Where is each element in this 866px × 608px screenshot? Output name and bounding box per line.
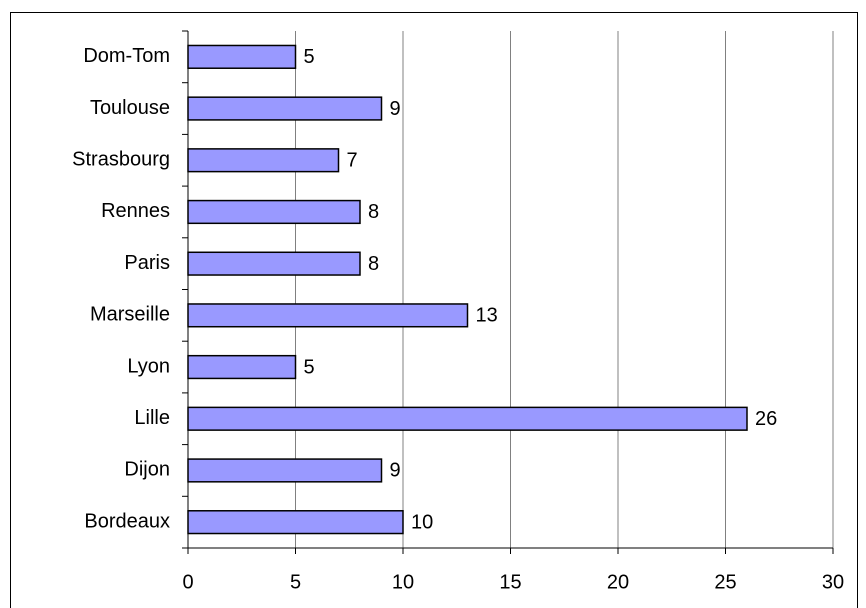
value-label: 8 — [368, 201, 379, 223]
y-tick-label: Toulouse — [90, 97, 170, 119]
bar — [187, 510, 404, 535]
x-tick-label: 30 — [822, 571, 844, 593]
y-tick-label: Lyon — [127, 355, 170, 377]
x-tick-label: 10 — [392, 571, 414, 593]
x-tick-label: 20 — [607, 571, 629, 593]
x-tick-label: 5 — [290, 571, 301, 593]
value-label: 13 — [476, 305, 498, 327]
value-label: 9 — [390, 98, 401, 120]
bar — [187, 44, 297, 69]
bar — [187, 148, 340, 173]
bar — [187, 406, 748, 431]
y-tick-label: Lille — [134, 407, 170, 429]
y-tick-label: Strasbourg — [72, 149, 170, 171]
x-tick-label: 0 — [182, 571, 193, 593]
y-tick-label: Rennes — [101, 200, 170, 222]
x-tick-label: 15 — [499, 571, 521, 593]
bar — [187, 303, 469, 328]
y-tick-label: Dijon — [124, 459, 170, 481]
bar — [187, 251, 361, 276]
x-tick-label: 25 — [714, 571, 736, 593]
bar — [187, 354, 297, 380]
value-label: 26 — [755, 408, 777, 430]
y-tick-label: Dom-Tom — [83, 45, 170, 67]
y-tick-label: Bordeaux — [84, 510, 170, 532]
y-tick-label: Marseille — [90, 304, 170, 326]
value-label: 10 — [411, 511, 433, 533]
bar — [187, 199, 361, 225]
value-label: 5 — [304, 356, 315, 378]
value-label: 8 — [368, 253, 379, 275]
y-tick-label: Paris — [124, 252, 170, 274]
bar — [187, 96, 383, 121]
value-label: 9 — [390, 460, 401, 482]
value-label: 7 — [347, 150, 358, 172]
bar — [187, 458, 383, 483]
chart-frame — [10, 12, 858, 608]
value-label: 5 — [304, 46, 315, 68]
